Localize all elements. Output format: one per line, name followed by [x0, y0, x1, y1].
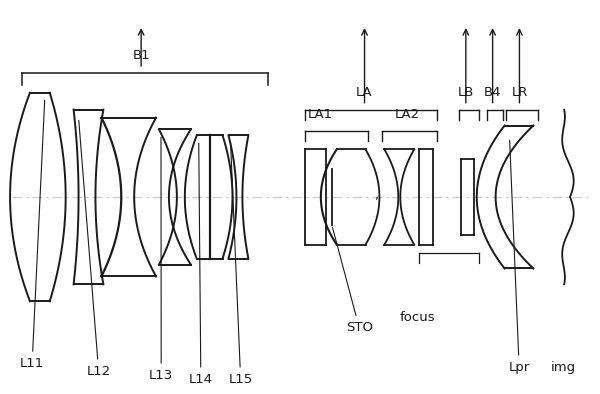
Text: Lpr: Lpr	[509, 140, 530, 374]
Text: L13: L13	[149, 137, 173, 382]
Text: LA1: LA1	[307, 108, 332, 121]
Text: B4: B4	[484, 86, 502, 99]
Text: LB: LB	[458, 86, 474, 99]
Text: img: img	[551, 361, 577, 374]
Text: LA: LA	[356, 86, 373, 99]
Text: L12: L12	[79, 120, 111, 378]
Text: LR: LR	[511, 86, 527, 99]
Text: L15: L15	[229, 143, 253, 386]
Text: LA2: LA2	[395, 108, 420, 121]
Text: L14: L14	[189, 143, 213, 386]
Text: STO: STO	[332, 227, 373, 334]
Text: ,: ,	[376, 188, 379, 201]
Text: L11: L11	[20, 100, 44, 370]
Text: focus: focus	[399, 311, 435, 324]
Text: B1: B1	[133, 49, 150, 62]
